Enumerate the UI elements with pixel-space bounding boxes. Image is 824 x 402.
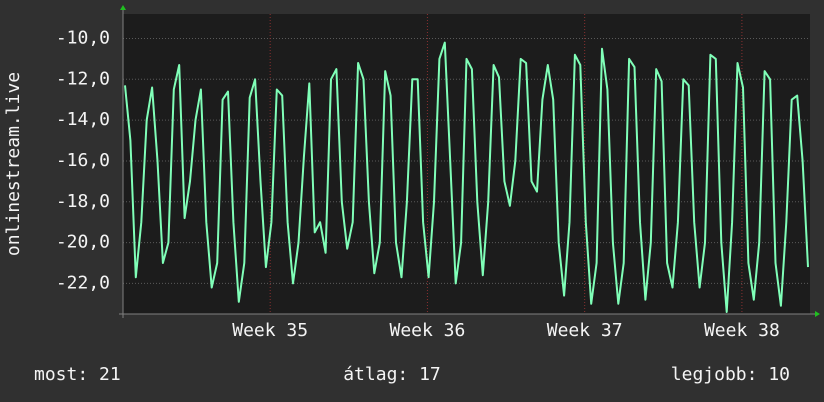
- y-tick-label: -20,0: [56, 232, 110, 253]
- x-tick-label: Week 36: [389, 320, 465, 341]
- y-tick-label: -12,0: [56, 68, 110, 89]
- y-tick-label: -10,0: [56, 27, 110, 48]
- y-tick-label: -22,0: [56, 272, 110, 293]
- x-tick-label: Week 38: [704, 320, 780, 341]
- footer-best: legjobb: 10: [671, 364, 790, 385]
- data-line: [124, 41, 809, 313]
- x-axis-arrow: [815, 311, 820, 317]
- y-tick-label: -14,0: [56, 109, 110, 130]
- y-tick-label: -16,0: [56, 150, 110, 171]
- x-tick-label: Week 35: [232, 320, 308, 341]
- y-axis-label: onlinestream.live: [3, 72, 24, 256]
- x-tick-label: Week 37: [547, 320, 623, 341]
- footer-current: most: 21: [34, 364, 121, 385]
- footer-average: átlag: 17: [343, 364, 441, 385]
- y-tick-label: -18,0: [56, 191, 110, 212]
- y-axis-arrow: [120, 5, 126, 10]
